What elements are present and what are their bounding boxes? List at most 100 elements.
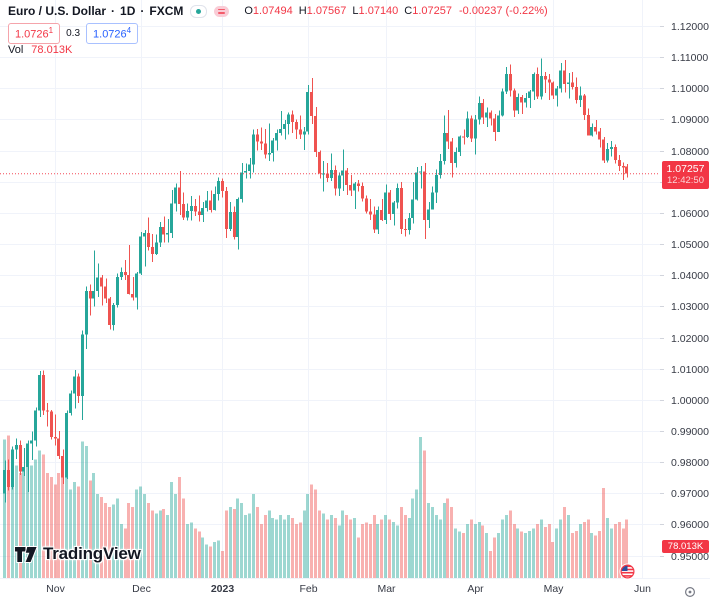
high-label: H xyxy=(298,5,307,17)
candle-body xyxy=(345,170,348,185)
volume-bar xyxy=(606,518,609,578)
volume-bar xyxy=(42,454,45,578)
candle-body xyxy=(563,70,566,84)
candle-body xyxy=(548,79,551,83)
candle-body xyxy=(92,290,95,299)
volume-bar xyxy=(341,510,344,578)
candle-body xyxy=(489,112,492,119)
volume-bar xyxy=(174,494,177,578)
low-value: 1.07140 xyxy=(358,5,399,17)
exchange-label[interactable]: FXCM xyxy=(149,4,184,18)
candle-body xyxy=(135,273,138,298)
volume-bar xyxy=(478,521,481,578)
market-status-icon[interactable] xyxy=(190,4,208,18)
us-economic-event-icon[interactable] xyxy=(619,563,636,585)
candle-body xyxy=(485,112,488,118)
volume-bar xyxy=(57,473,60,578)
candle-body xyxy=(454,151,457,164)
axis-settings-gear-icon[interactable] xyxy=(684,585,696,600)
volume-bar xyxy=(590,533,593,578)
volume-bar xyxy=(61,465,64,578)
candle-body xyxy=(104,286,107,299)
symbol-title[interactable]: Euro / U.S. Dollar xyxy=(8,4,107,18)
volume-bar xyxy=(268,510,271,578)
volume-bar xyxy=(38,450,41,578)
volume-series xyxy=(3,435,628,578)
volume-bar xyxy=(221,551,224,578)
volume-bar xyxy=(89,480,92,578)
volume-bar xyxy=(571,533,574,578)
volume-bar xyxy=(92,473,95,578)
svg-text:1.12000: 1.12000 xyxy=(671,21,709,33)
candle-body xyxy=(365,198,368,212)
candle-body xyxy=(361,186,364,199)
open-value: 1.07494 xyxy=(252,5,293,17)
candle-body xyxy=(349,184,352,191)
candle-body xyxy=(493,118,496,132)
volume-bar xyxy=(334,518,337,578)
candle-body xyxy=(3,469,6,494)
candle-body xyxy=(174,187,177,204)
volume-bar xyxy=(622,528,625,578)
svg-text:Nov: Nov xyxy=(46,583,65,595)
candle-body xyxy=(201,208,204,215)
candle-body xyxy=(205,200,208,209)
volume-bar xyxy=(303,510,306,578)
candle-body xyxy=(233,211,236,238)
candle-body xyxy=(334,169,337,189)
volume-bar xyxy=(536,524,539,578)
candle-body xyxy=(186,211,189,218)
svg-text:1.09000: 1.09000 xyxy=(671,114,709,126)
candle-body xyxy=(30,440,33,444)
volume-bar xyxy=(205,544,208,578)
volume-bar xyxy=(287,515,290,578)
volume-bar xyxy=(396,525,399,578)
time-axis[interactable]: Nov Dec 2023 Feb Mar Apr May Jun xyxy=(46,583,651,595)
candle-body xyxy=(240,172,243,199)
volume-bar xyxy=(260,524,263,578)
tradingview-watermark[interactable]: TradingView xyxy=(14,544,141,564)
candle-body xyxy=(116,276,119,306)
volume-bar xyxy=(271,518,274,578)
volume-label[interactable]: Vol xyxy=(8,44,24,56)
candle-body xyxy=(182,204,185,218)
svg-text:May: May xyxy=(544,583,565,595)
candle-body xyxy=(330,169,333,179)
interval-label[interactable]: 1D xyxy=(120,4,136,18)
volume-bar xyxy=(338,525,341,578)
volume-bar xyxy=(404,515,407,578)
volume-bar xyxy=(516,528,519,578)
candle-body xyxy=(540,75,543,97)
candle-body xyxy=(408,218,411,231)
volume-bar xyxy=(15,465,18,578)
low-label: L xyxy=(352,5,359,17)
sell-bid-button[interactable]: 1.07261 xyxy=(8,23,61,44)
volume-bar xyxy=(279,515,282,578)
volume-bar xyxy=(96,494,99,578)
candle-body xyxy=(22,466,25,472)
svg-text:Feb: Feb xyxy=(299,583,317,595)
flag-icon[interactable] xyxy=(214,5,230,17)
price-axis[interactable]: 1.12000 1.11000 1.10000 1.09000 1.08000 1.060… xyxy=(660,21,709,563)
symbol-header: Euro / U.S. Dollar · 1D · FXCM O1.07494 … xyxy=(8,4,548,18)
volume-bar xyxy=(369,524,372,578)
candle-body xyxy=(625,166,628,174)
buy-ask-button[interactable]: 1.07264 xyxy=(86,23,139,44)
svg-text:0.98000: 0.98000 xyxy=(671,457,709,469)
volume-bar xyxy=(625,519,628,578)
candle-body xyxy=(598,131,601,140)
svg-text:Jun: Jun xyxy=(634,583,651,595)
volume-bar xyxy=(439,519,442,578)
candle-body xyxy=(77,376,80,397)
volume-bar xyxy=(583,521,586,578)
volume-bar xyxy=(587,519,590,578)
volume-bar xyxy=(598,530,601,578)
candle-body xyxy=(213,194,216,210)
volume-bar xyxy=(551,542,554,578)
volume-bar xyxy=(127,503,130,578)
volume-bar xyxy=(100,497,103,578)
volume-bar xyxy=(555,528,558,578)
candle-body xyxy=(505,73,508,92)
volume-bar xyxy=(361,524,364,578)
